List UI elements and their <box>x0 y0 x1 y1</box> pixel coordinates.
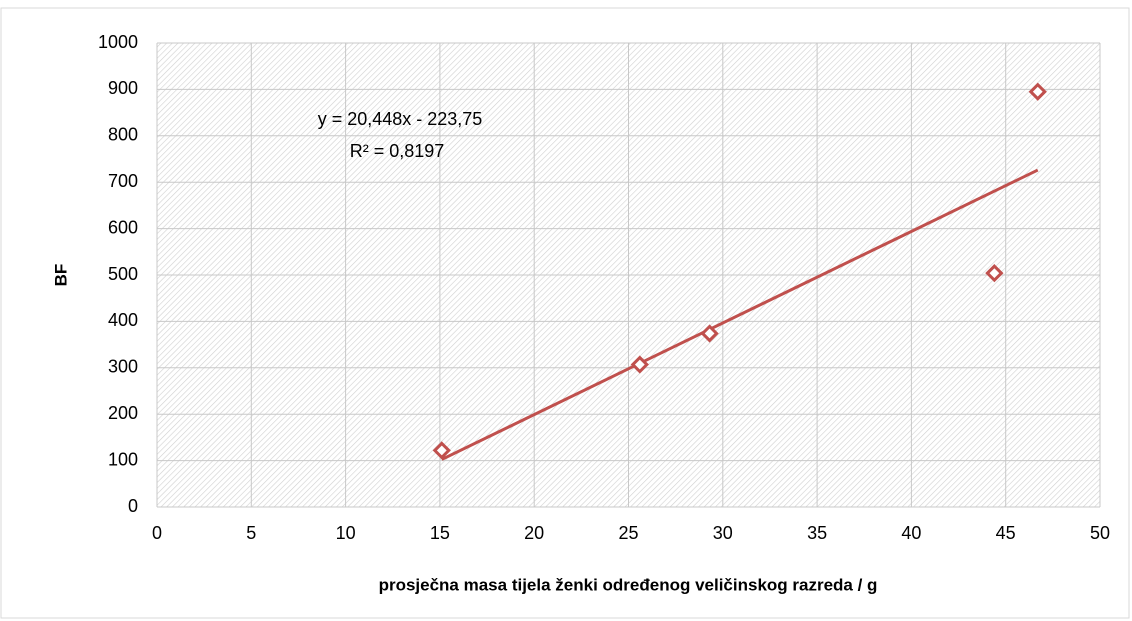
data-point <box>432 441 451 460</box>
x-tick-label: 5 <box>246 523 256 543</box>
x-tick-label: 35 <box>807 523 827 543</box>
data-point <box>700 324 719 343</box>
y-tick-label: 900 <box>108 78 138 98</box>
y-tick-label: 300 <box>108 357 138 377</box>
y-tick-label: 200 <box>108 403 138 423</box>
y-tick-label: 600 <box>108 217 138 237</box>
y-tick-label: 700 <box>108 171 138 191</box>
r-squared: R² = 0,8197 <box>350 141 445 161</box>
x-tick-label: 50 <box>1090 523 1110 543</box>
y-tick-label: 800 <box>108 125 138 145</box>
y-tick-label: 500 <box>108 264 138 284</box>
x-axis-title: prosječna masa tijela ženki određenog ve… <box>379 575 878 594</box>
x-tick-label: 45 <box>996 523 1016 543</box>
x-tick-label: 0 <box>152 523 162 543</box>
x-tick-label: 20 <box>524 523 544 543</box>
x-tick-label: 15 <box>430 523 450 543</box>
grid <box>156 42 1101 508</box>
data-point <box>1028 82 1047 101</box>
x-tick-label: 30 <box>713 523 733 543</box>
trendline <box>441 168 1039 461</box>
x-tick-label: 25 <box>618 523 638 543</box>
data-point <box>985 264 1004 283</box>
x-tick-label: 40 <box>901 523 921 543</box>
y-tick-label: 0 <box>128 496 138 516</box>
equation: y = 20,448x - 223,75 <box>318 109 483 129</box>
y-tick-label: 400 <box>108 310 138 330</box>
y-axis-title: BF <box>51 264 70 287</box>
data-point <box>630 355 649 374</box>
y-tick-label: 100 <box>108 449 138 469</box>
x-tick-label: 10 <box>336 523 356 543</box>
y-tick-label: 1000 <box>98 32 138 52</box>
marks <box>432 82 1047 461</box>
